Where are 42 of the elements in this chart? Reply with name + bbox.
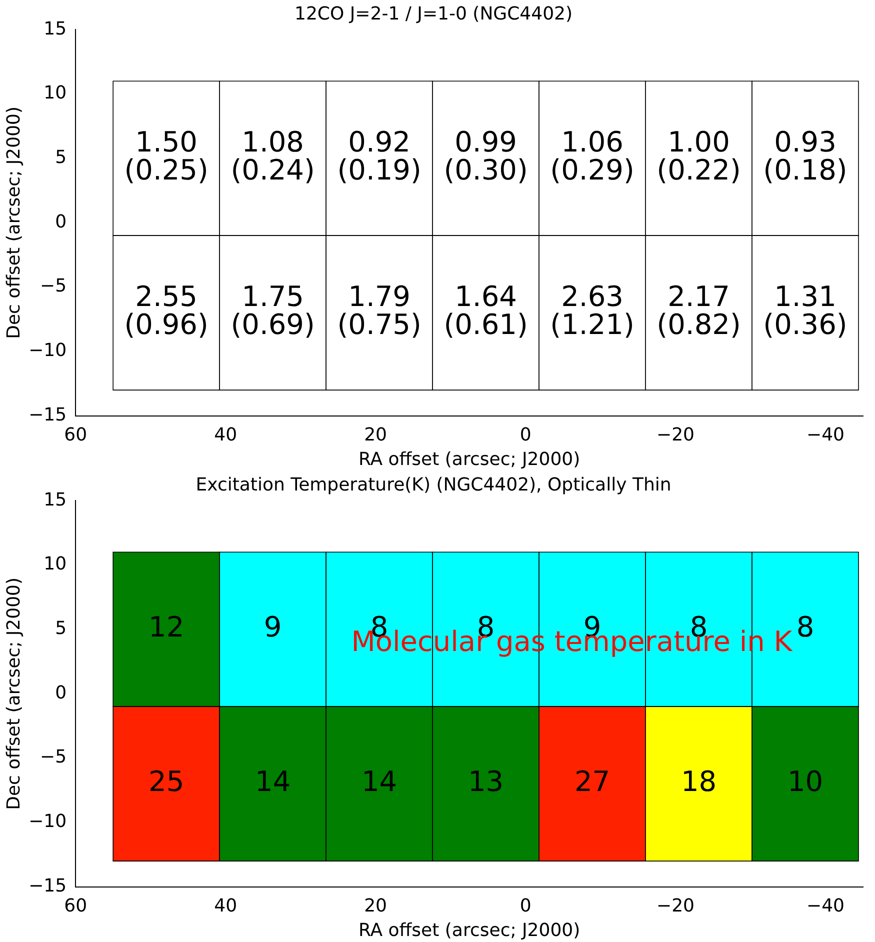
y-tick-label: −15 <box>28 875 67 896</box>
chart-title: Excitation Temperature(K) (NGC4402), Optically Thin <box>196 474 672 496</box>
y-tick-label: 0 <box>55 682 67 704</box>
y-tick-label: 10 <box>44 554 67 575</box>
x-tick-label: 60 <box>64 895 88 916</box>
x-tick-label: 20 <box>364 424 388 446</box>
x-tick-label: −20 <box>656 895 695 916</box>
x-tick-label: 20 <box>364 895 388 916</box>
y-tick-label: 15 <box>44 489 67 510</box>
data-label: 27 <box>574 765 610 798</box>
y-axis-title: Dec offset (arcsec; J2000) <box>3 577 24 810</box>
data-label: 25 <box>148 765 184 798</box>
x-tick-label: 40 <box>214 424 238 446</box>
x-tick-label: −40 <box>806 895 845 916</box>
y-tick-label: 5 <box>55 618 67 640</box>
x-tick-label: −20 <box>656 424 695 446</box>
data-label: 13 <box>468 765 504 798</box>
x-tick-label: 60 <box>64 424 88 446</box>
x-axis-title: RA offset (arcsec; J2000) <box>358 920 580 941</box>
data-label: 9 <box>264 610 282 644</box>
y-tick-label: 5 <box>55 147 67 168</box>
x-tick-label: 40 <box>214 895 238 916</box>
data-label: 18 <box>680 765 717 798</box>
x-tick-label: 0 <box>520 424 532 446</box>
y-tick-label: 10 <box>44 82 67 104</box>
chart-title: 12CO J=2-1 / J=1-0 (NGC4402) <box>294 3 573 24</box>
data-label: 8 <box>796 610 814 644</box>
y-tick-label: −10 <box>28 811 67 832</box>
y-tick-label: 15 <box>44 18 67 40</box>
data-label: 12 <box>148 610 184 644</box>
x-tick-label: −40 <box>806 424 845 446</box>
x-axis-title: RA offset (arcsec; J2000) <box>358 448 580 470</box>
x-tick-label: 0 <box>520 895 532 916</box>
data-label: 14 <box>254 765 291 798</box>
y-tick-label: −15 <box>28 404 67 426</box>
y-tick-label: −5 <box>40 746 67 768</box>
y-tick-label: −10 <box>28 340 67 362</box>
y-tick-label: −5 <box>40 276 67 297</box>
data-label: 10 <box>787 765 824 798</box>
data-label: 14 <box>361 765 398 798</box>
y-tick-label: 0 <box>55 211 67 232</box>
y-axis-title: Dec offset (arcsec; J2000) <box>3 106 24 339</box>
